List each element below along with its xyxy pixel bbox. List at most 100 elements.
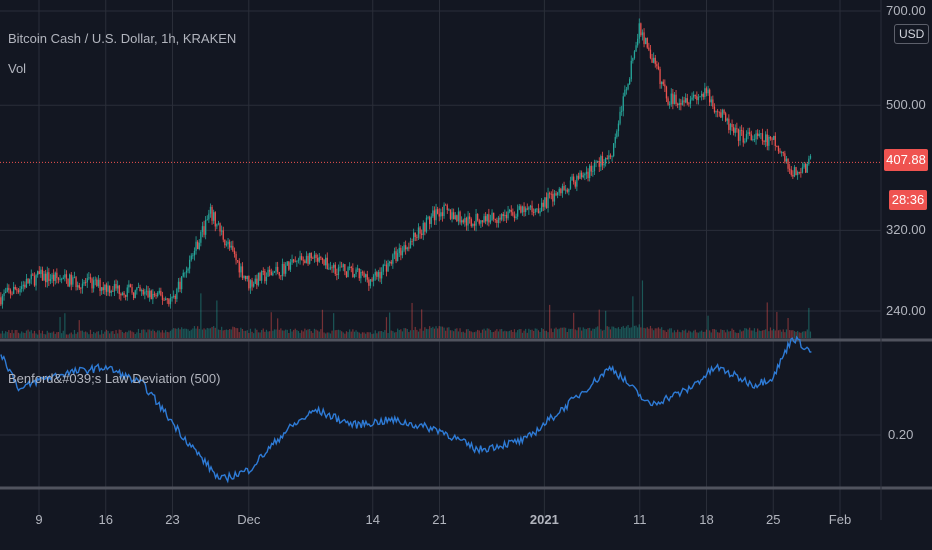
candle-body [345, 271, 348, 278]
volume-bar [238, 332, 240, 338]
candle-body [155, 295, 157, 297]
volume-bar [72, 334, 74, 338]
volume-bar [685, 329, 687, 338]
candle-body [553, 193, 556, 202]
candle-body [712, 99, 714, 107]
candle-body [189, 259, 191, 269]
candle-body [525, 208, 527, 213]
volume-bar [51, 332, 53, 338]
candle-body [117, 285, 119, 289]
volume-bar [721, 329, 724, 338]
volume-bar [753, 328, 756, 338]
candle-body [152, 293, 154, 300]
candle-body [446, 205, 448, 210]
candle-body [635, 45, 637, 52]
currency-button[interactable]: USD [894, 24, 930, 44]
volume-bar [617, 327, 620, 338]
volume-bar [593, 328, 596, 338]
volume-bar [677, 329, 679, 338]
volume-bar [630, 327, 632, 338]
candle-body [597, 160, 599, 162]
candle-body [526, 208, 528, 210]
candle-body [621, 110, 623, 112]
candle-body [441, 212, 444, 217]
candle-body [309, 252, 311, 264]
candle-body [29, 279, 31, 284]
volume-bar [257, 332, 260, 338]
volume-bar [329, 333, 332, 338]
candle-body [486, 214, 488, 222]
indicator-legend[interactable]: Benford&#039;s Law Deviation (500) [8, 371, 221, 386]
volume-bar [577, 327, 580, 338]
volume-bar [533, 330, 535, 338]
candle-body [376, 272, 378, 277]
volume-bar [725, 332, 727, 338]
candle-body [806, 163, 808, 173]
candle-body [579, 172, 581, 179]
volume-bar [541, 327, 543, 338]
candle-body [123, 292, 125, 296]
candle-body [665, 86, 668, 99]
candle-body [229, 241, 231, 248]
symbol-title[interactable]: Bitcoin Cash / U.S. Dollar, 1h, KRAKEN [8, 31, 237, 46]
candle-body [41, 269, 44, 281]
candle-body [312, 258, 314, 259]
candle-body [539, 211, 541, 214]
candle-body [209, 206, 212, 214]
candle-body [97, 279, 100, 286]
volume-bar [665, 332, 668, 338]
volume-bar [81, 330, 84, 338]
candle-body [729, 124, 732, 130]
candle-body [491, 212, 493, 221]
volume-legend[interactable]: Vol [8, 61, 27, 76]
volume-bar [243, 330, 245, 338]
candle-body [267, 269, 269, 277]
volume-bar [459, 328, 461, 338]
candle-body [497, 217, 500, 223]
volume-bar [241, 329, 244, 338]
time-tick-label: 14 [365, 512, 380, 527]
volume-bar [553, 328, 556, 338]
candle-body [144, 291, 146, 295]
candle-body [280, 275, 282, 277]
volume-bar [222, 330, 224, 338]
candle-body [477, 213, 479, 221]
volume-bar [208, 328, 210, 338]
candle-body [541, 202, 543, 212]
volume-bar [38, 330, 40, 338]
candle-body [699, 96, 701, 98]
candle-body [739, 129, 741, 141]
candle-body [265, 276, 268, 282]
volume-bar [456, 328, 458, 338]
volume-bar [336, 329, 338, 338]
volume-bar [256, 329, 258, 338]
candle-body [405, 245, 407, 250]
candle-body [470, 218, 472, 227]
volume-bar [515, 332, 517, 338]
volume-bar [571, 328, 573, 338]
volume-bar [657, 327, 660, 338]
volume-bar [411, 302, 413, 338]
candle-body [659, 69, 661, 85]
candle-body [264, 271, 266, 282]
volume-bar [537, 330, 540, 338]
candle-body [291, 259, 293, 263]
volume-bar [54, 333, 56, 338]
candle-body [656, 64, 658, 67]
volume-bar [448, 327, 450, 338]
volume-bar [486, 328, 488, 338]
candle-body [371, 279, 373, 281]
volume-bar [454, 328, 456, 338]
candle-body [11, 293, 13, 295]
candle-body [781, 152, 783, 153]
candle-body [277, 266, 279, 273]
volume-bar [83, 332, 85, 338]
candle-body [609, 155, 612, 157]
volume-bar [424, 327, 426, 338]
candle-body [587, 171, 589, 179]
candle-body [601, 156, 604, 166]
volume-bar [598, 309, 600, 338]
volume-bar [728, 331, 730, 338]
volume-bar [769, 327, 772, 338]
